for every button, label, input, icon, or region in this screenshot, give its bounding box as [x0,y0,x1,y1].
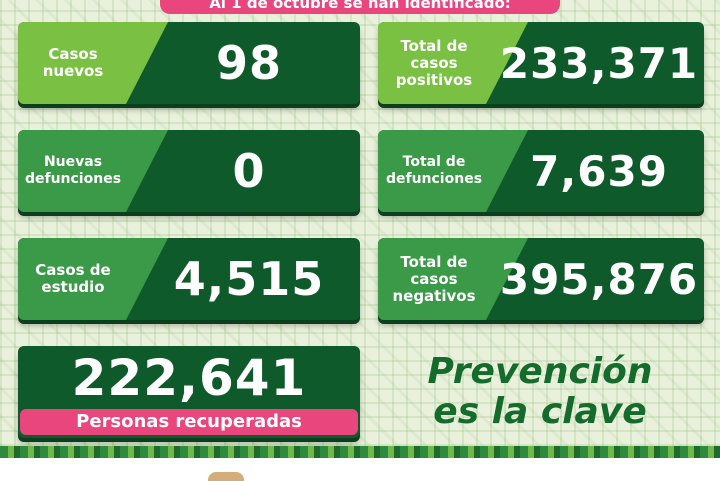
slogan-line-2: es la clave [433,391,647,432]
footer [0,458,720,481]
card-value: 0 [232,144,266,198]
card-nuevas-defunciones: Nuevas defunciones 0 [18,130,360,212]
card-casos-nuevos: Casos nuevos 98 [18,22,360,104]
slogan-line-1: Prevención [427,351,653,392]
card-value: 4,515 [173,252,325,306]
date-banner: Al 1 de octubre se han identificado: [160,0,560,14]
recuperadas-value: 222,641 [71,349,307,407]
footer-stripe [0,446,720,458]
card-value: 233,371 [499,38,699,88]
card-label: Nuevas defunciones [18,130,168,212]
card-casos-estudio: Casos de estudio 4,515 [18,238,360,320]
card-total-negativos: Total de casos negativos 395,876 [378,238,704,320]
card-value: 7,639 [530,146,668,196]
card-value: 98 [215,36,282,90]
recuperadas-label: Personas recuperadas [20,409,358,435]
slogan: Prevención es la clave [400,352,680,432]
card-total-defunciones: Total de defunciones 7,639 [378,130,704,212]
card-value: 395,876 [499,254,699,304]
logo-mark-icon [208,472,244,481]
card-personas-recuperadas: 222,641 Personas recuperadas [18,346,360,438]
card-total-positivos: Total de casos positivos 233,371 [378,22,704,104]
card-label: Total de casos negativos [378,238,528,320]
